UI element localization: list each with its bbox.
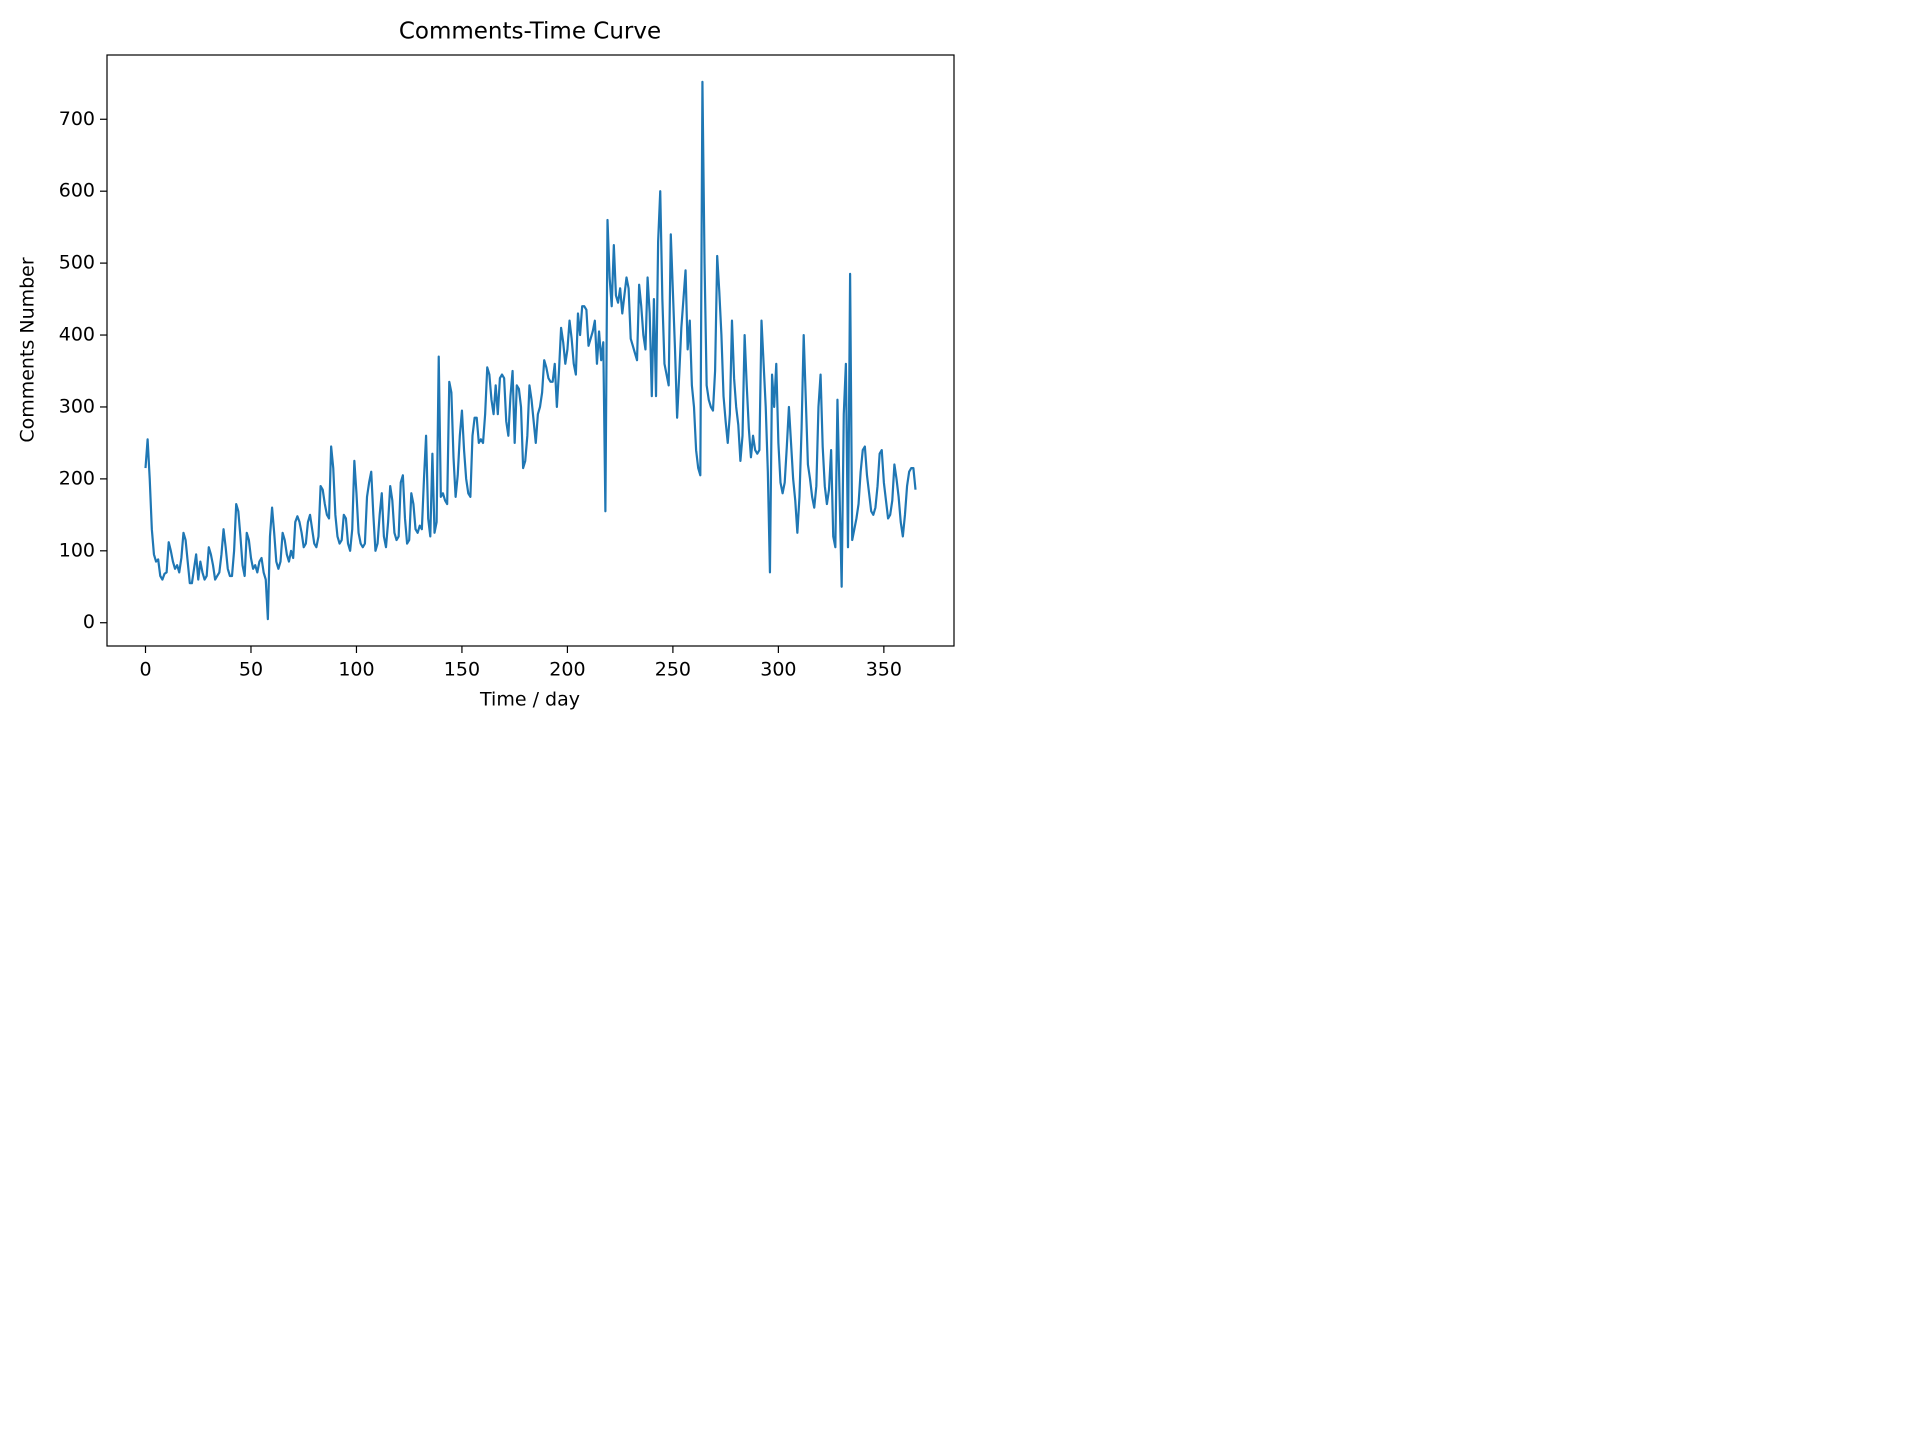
y-axis-label: Comments Number: [17, 257, 39, 443]
x-tick-label: 100: [338, 659, 374, 681]
y-tick-label: 400: [59, 324, 95, 346]
plot-frame: [106, 54, 955, 647]
x-tick-label: 200: [549, 659, 585, 681]
y-tick-label: 600: [59, 180, 95, 202]
data-line: [144, 80, 917, 621]
y-tick-label: 500: [59, 252, 95, 274]
x-axis-label: Time / day: [479, 689, 580, 711]
x-tick-label: 250: [655, 659, 691, 681]
y-tick-label: 200: [59, 467, 95, 489]
y-tick-label: 700: [59, 108, 95, 130]
y-tick-label: 0: [83, 611, 95, 633]
y-tick-label: 300: [59, 395, 95, 417]
x-tick-label: 300: [760, 659, 796, 681]
x-tick-label: 0: [139, 659, 151, 681]
x-tick-label: 50: [239, 659, 263, 681]
y-tick-label: 100: [59, 539, 95, 561]
x-tick-label: 150: [444, 659, 480, 681]
chart-title: Comments-Time Curve: [399, 19, 661, 45]
x-tick-label: 350: [866, 659, 902, 681]
